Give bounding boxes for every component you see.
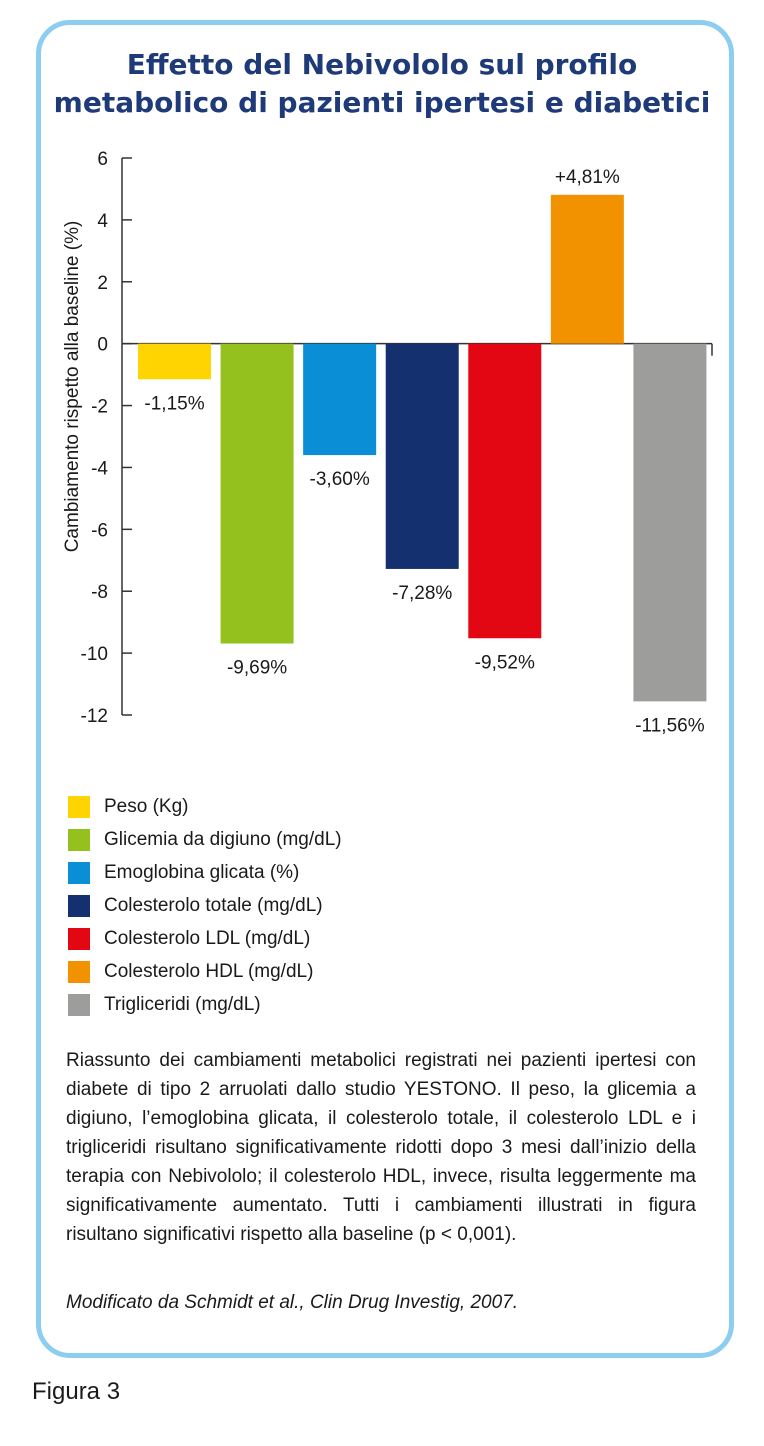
- y-tick-label: 4: [97, 211, 108, 232]
- figure-caption: Riassunto dei cambiamenti metabolici reg…: [66, 1050, 696, 1245]
- figure-label: Figura 3: [32, 1378, 121, 1405]
- legend-label: Colesterolo HDL (mg/dL): [104, 960, 314, 982]
- bars: [138, 194, 707, 702]
- y-tick-label: -12: [81, 706, 108, 727]
- y-tick-label: -6: [91, 520, 108, 541]
- legend-swatch: [68, 927, 90, 950]
- legend-item: Emoglobina glicata (%): [68, 856, 342, 889]
- y-tick-label: -4: [91, 458, 108, 479]
- bar: [385, 343, 459, 569]
- legend-swatch: [68, 828, 90, 851]
- legend-item: Peso (Kg): [68, 790, 342, 823]
- data-label: -9,52%: [475, 652, 535, 673]
- y-tick-label: 6: [97, 149, 108, 170]
- legend-label: Glicemia da digiuno (mg/dL): [104, 828, 342, 850]
- legend-swatch: [68, 795, 90, 818]
- bar: [138, 343, 211, 380]
- legend-label: Colesterolo LDL (mg/dL): [104, 927, 311, 949]
- legend: Peso (Kg) Glicemia da digiuno (mg/dL) Emog…: [68, 790, 342, 1021]
- chart-title: Effetto del Nebivololo sul profilo metab…: [0, 46, 764, 122]
- bar: [220, 343, 294, 644]
- legend-item: Trigliceridi (mg/dL): [68, 988, 342, 1021]
- legend-label: Colesterolo totale (mg/dL): [104, 894, 323, 916]
- y-tick-label: -10: [81, 644, 108, 665]
- data-labels: -1,15% -9,69% -3,60% -7,28% -9,52% +4,81% -11,…: [144, 167, 704, 737]
- source-citation: Modificato da Schmidt et al., Clin Drug …: [66, 1292, 519, 1313]
- bar: [468, 343, 542, 639]
- y-tick-label: -8: [91, 582, 108, 603]
- data-label: -3,60%: [310, 469, 370, 490]
- legend-item: Colesterolo LDL (mg/dL): [68, 922, 342, 955]
- data-label: -9,69%: [227, 658, 287, 679]
- legend-item: Colesterolo totale (mg/dL): [68, 889, 342, 922]
- legend-item: Glicemia da digiuno (mg/dL): [68, 823, 342, 856]
- data-label: -7,28%: [392, 583, 452, 604]
- data-label: +4,81%: [555, 167, 620, 188]
- legend-swatch: [68, 894, 90, 917]
- y-tick-label: 0: [97, 335, 108, 356]
- bar: [303, 343, 377, 456]
- chart-title-line-1: Effetto del Nebivololo sul profilo: [126, 48, 638, 81]
- y-axis-label: Cambiamento rispetto alla baseline (%): [62, 221, 83, 553]
- bar-chart: 6 4 2 0 -2 -4 -6 -8 -10 -12 -1,15% -9,69% -3,60% -7,…: [62, 149, 713, 737]
- legend-swatch: [68, 960, 90, 983]
- y-tick-label: -2: [91, 397, 108, 418]
- legend-swatch: [68, 861, 90, 884]
- bar: [550, 194, 624, 344]
- legend-label: Trigliceridi (mg/dL): [104, 993, 261, 1015]
- legend-label: Peso (Kg): [104, 795, 189, 817]
- data-label: -11,56%: [635, 715, 704, 736]
- data-label: -1,15%: [144, 393, 204, 414]
- y-tick-label: 2: [97, 273, 108, 294]
- bar: [633, 343, 707, 702]
- legend-item: Colesterolo HDL (mg/dL): [68, 955, 342, 988]
- chart-title-line-2: metabolico di pazienti ipertesi e diabet…: [53, 86, 711, 119]
- legend-swatch: [68, 993, 90, 1016]
- legend-label: Emoglobina glicata (%): [104, 861, 300, 883]
